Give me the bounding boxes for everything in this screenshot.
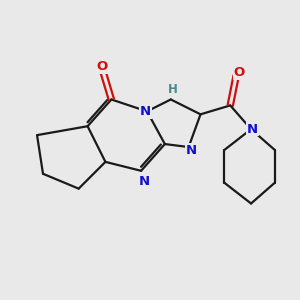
Text: N: N: [247, 123, 258, 136]
Text: H: H: [168, 82, 178, 96]
Text: N: N: [139, 175, 150, 188]
Text: O: O: [97, 60, 108, 73]
Text: N: N: [140, 105, 151, 118]
Text: O: O: [233, 66, 245, 79]
Text: N: N: [186, 143, 197, 157]
